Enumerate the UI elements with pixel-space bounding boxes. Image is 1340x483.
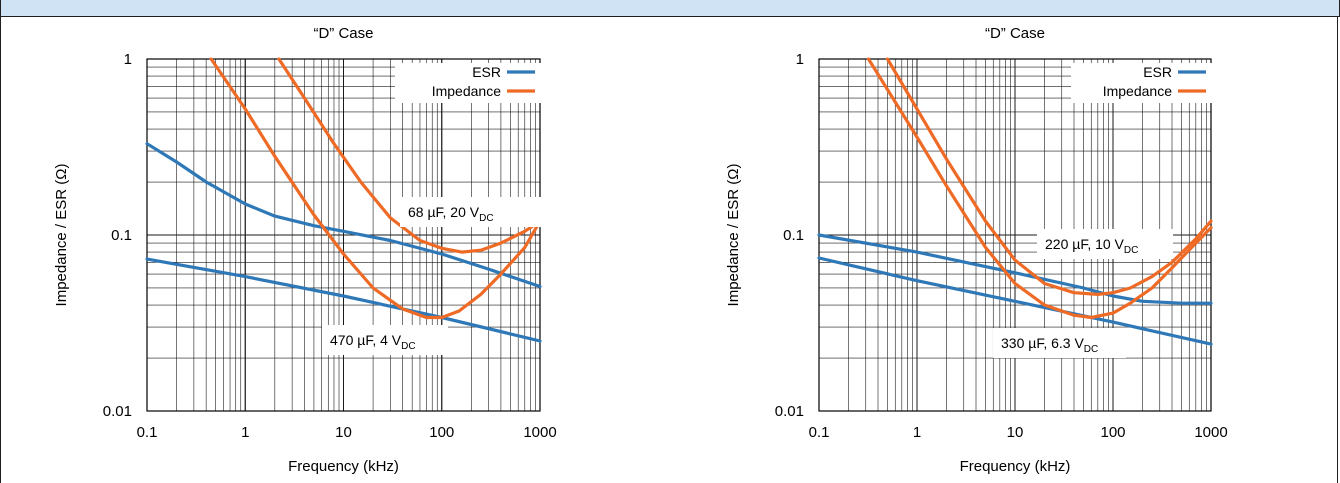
esr-line-2 [145,257,542,343]
page-frame [0,17,1338,483]
annotation-subscript: DC [479,213,493,224]
y-tick-label: 1 [124,51,132,68]
x-tick-label: 0.1 [809,424,830,441]
impedance-line-1 [277,57,542,254]
annotation-box [322,325,448,355]
y-axis-label: Impedance / ESR (Ω) [725,164,742,307]
annotation-label: 220 µF, 10 VDC [1045,236,1138,256]
impedance-line-1 [885,57,1213,296]
chart-title: “D” Case [985,25,1045,42]
x-tick-label: 10 [1007,424,1024,441]
plot-border [146,58,541,412]
annotation-text: 330 µF, 6.3 V [1001,335,1084,351]
chart-title: “D” Case [313,25,373,42]
annotation-text: 220 µF, 10 V [1045,236,1125,252]
annotation-text: 470 µF, 4 V [330,332,402,348]
y-tick-label: 0.01 [103,403,132,420]
annotation-label: 470 µF, 4 VDC [330,332,416,352]
x-tick-label: 100 [429,424,454,441]
x-axis-label: Frequency (kHz) [960,458,1071,475]
x-tick-label: 0.1 [137,424,158,441]
x-tick-label: 100 [1100,424,1125,441]
annotation-subscript: DC [401,341,415,352]
annotation-subscript: DC [1124,245,1138,256]
x-axis-label: Frequency (kHz) [288,458,399,475]
annotation-box [400,197,543,227]
annotation-box [1037,229,1173,259]
annotation-subscript: DC [1084,344,1098,355]
x-tick-label: 1 [913,424,921,441]
legend-box [395,63,541,103]
y-tick-label: 0.01 [775,403,804,420]
esr-line-0 [145,142,542,289]
impedance-line-3 [209,57,542,320]
x-tick-label: 10 [335,424,352,441]
y-tick-label: 0.1 [111,227,132,244]
x-tick-label: 1000 [523,424,556,441]
y-tick-label: 1 [796,51,804,68]
legend-label-esr: ESR [1143,64,1172,80]
legend-label-impedance: Impedance [1103,83,1172,99]
annotation-text: 68 µF, 20 V [408,204,480,220]
annotation-label: 68 µF, 20 VDC [408,204,494,224]
esr-line-0 [817,233,1213,305]
legend-box [1071,63,1212,103]
y-axis-label: Impedance / ESR (Ω) [53,164,70,307]
x-tick-label: 1 [241,424,249,441]
annotation-label: 330 µF, 6.3 VDC [1001,335,1098,355]
x-tick-label: 1000 [1194,424,1227,441]
annotation-box [993,328,1126,358]
impedance-line-3 [866,57,1213,320]
y-tick-label: 0.1 [783,227,804,244]
legend-label-esr: ESR [472,64,501,80]
esr-line-2 [817,256,1213,346]
legend-label-impedance: Impedance [432,83,501,99]
